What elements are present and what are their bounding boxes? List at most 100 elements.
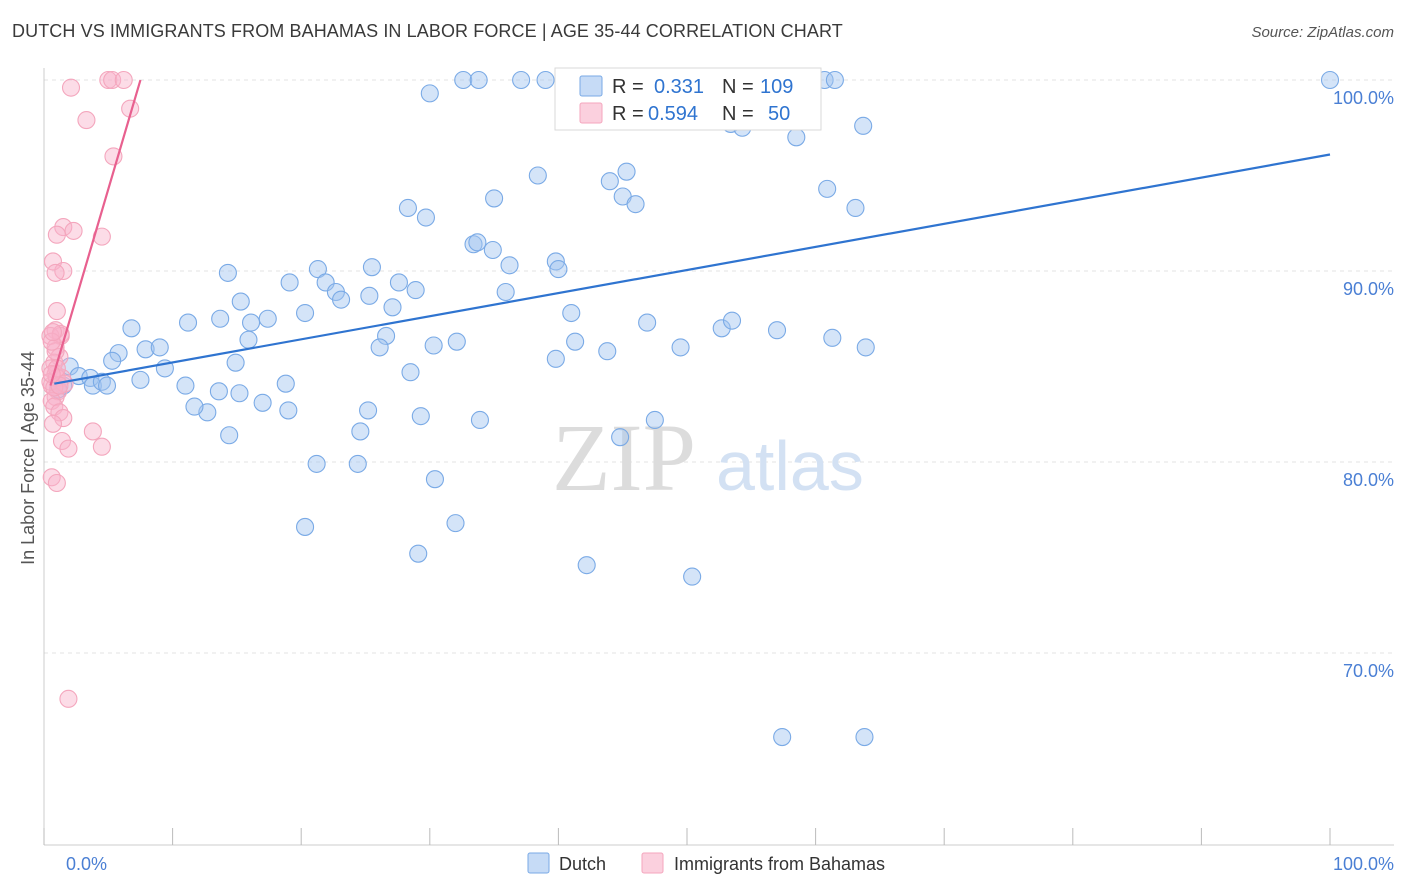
dutch-point xyxy=(1320,70,1340,90)
dutch-point xyxy=(332,290,351,309)
dutch-point xyxy=(722,311,742,330)
dutch-point xyxy=(645,410,664,430)
dutch-point xyxy=(683,567,702,586)
dutch-point xyxy=(389,273,408,292)
dutch-point xyxy=(131,370,150,389)
dutch-point xyxy=(446,514,465,533)
dutch-point xyxy=(377,326,396,345)
dutch-trend-line xyxy=(54,153,1331,385)
dutch-point xyxy=(485,189,504,208)
dutch-point xyxy=(178,313,198,332)
y-tick-label: 100.0% xyxy=(1333,88,1394,108)
stats-swatch-bahamas xyxy=(579,102,603,124)
dutch-point xyxy=(420,84,439,103)
bahamas-point xyxy=(61,78,81,97)
legend-swatch-bahamas xyxy=(641,852,664,874)
legend-swatch-dutch xyxy=(527,852,550,874)
dutch-point xyxy=(416,208,435,227)
dutch-point xyxy=(230,384,249,403)
dutch-point xyxy=(825,70,844,90)
dutch-point xyxy=(176,376,195,395)
stats-r-label-dutch: R = xyxy=(612,76,644,98)
stats-r-label-bahamas: R = xyxy=(612,103,644,125)
dutch-point xyxy=(512,70,531,90)
watermark-atlas: atlas xyxy=(716,427,864,505)
bahamas-point xyxy=(52,431,72,451)
dutch-point xyxy=(854,116,873,135)
dutch-point xyxy=(253,393,272,412)
dutch-point xyxy=(359,401,378,420)
dutch-point xyxy=(562,303,581,323)
bahamas-point xyxy=(59,689,78,708)
axes xyxy=(43,68,1394,846)
bahamas-point xyxy=(54,261,73,281)
bahamas-point xyxy=(47,302,66,321)
dutch-point xyxy=(846,198,865,218)
dutch-point xyxy=(362,258,381,277)
dutch-point xyxy=(600,172,619,191)
dutch-point xyxy=(454,70,473,90)
dutch-point xyxy=(617,162,636,181)
dutch-point xyxy=(424,336,443,355)
dutch-point xyxy=(411,407,430,426)
dutch-point xyxy=(856,338,875,357)
stats-n-label-dutch: N = xyxy=(722,76,754,98)
stats-n-label-bahamas: N = xyxy=(722,103,754,125)
dutch-point xyxy=(409,544,428,563)
dutch-point xyxy=(109,344,128,363)
bahamas-point xyxy=(43,414,63,433)
dutch-point xyxy=(500,256,519,275)
dutch-point xyxy=(818,179,837,198)
watermark-zip: ZIP xyxy=(552,404,696,511)
y-tick-label: 80.0% xyxy=(1343,470,1394,490)
dutch-point xyxy=(638,313,657,332)
bottom-legend: Dutch Immigrants from Bahamas xyxy=(527,852,885,874)
dutch-point xyxy=(226,353,245,372)
x-tick-label-max: 100.0% xyxy=(1333,854,1394,874)
bahamas-trend-line xyxy=(49,79,142,386)
dutch-point xyxy=(122,319,141,338)
dutch-point xyxy=(823,328,842,347)
bahamas-point xyxy=(54,218,73,237)
dutch-point xyxy=(211,309,230,328)
dutch-point xyxy=(536,70,555,90)
dutch-point xyxy=(307,454,326,473)
dutch-point xyxy=(401,363,420,382)
dutch-point xyxy=(773,727,792,747)
dutch-point xyxy=(279,401,298,420)
grid-lines xyxy=(44,79,1394,654)
dutch-point xyxy=(406,281,425,300)
y-axis-tick-labels: 70.0% 80.0% 90.0% 100.0% xyxy=(1333,88,1394,681)
dutch-point xyxy=(231,292,250,311)
dutch-point xyxy=(767,321,787,340)
bahamas-point xyxy=(64,221,83,240)
dutch-point xyxy=(787,128,806,147)
dutch-point xyxy=(447,332,466,351)
stats-n-value-dutch: 109 xyxy=(760,76,793,98)
watermark: ZIP atlas xyxy=(552,404,864,511)
dutch-point xyxy=(296,517,315,536)
bahamas-point xyxy=(59,439,78,458)
stats-swatch-dutch xyxy=(579,75,603,97)
y-tick-label: 70.0% xyxy=(1343,661,1394,681)
bahamas-point xyxy=(42,332,61,351)
dutch-point xyxy=(626,195,645,214)
dutch-point xyxy=(351,422,370,441)
legend-label-dutch: Dutch xyxy=(559,854,606,874)
dutch-point xyxy=(712,319,731,338)
bahamas-point xyxy=(43,323,63,342)
dutch-point xyxy=(241,313,261,332)
dutch-point xyxy=(218,263,237,282)
bahamas-point xyxy=(47,473,66,493)
dutch-point xyxy=(220,426,239,445)
dutch-point xyxy=(97,376,117,395)
dutch-point xyxy=(566,332,585,351)
dutch-point xyxy=(136,340,155,359)
bahamas-point xyxy=(42,468,61,487)
bahamas-point xyxy=(54,409,73,428)
dutch-point xyxy=(280,273,299,292)
dutch-point xyxy=(470,410,490,430)
dutch-point xyxy=(468,233,487,252)
dutch-point xyxy=(360,286,379,305)
dutch-point xyxy=(185,397,204,416)
